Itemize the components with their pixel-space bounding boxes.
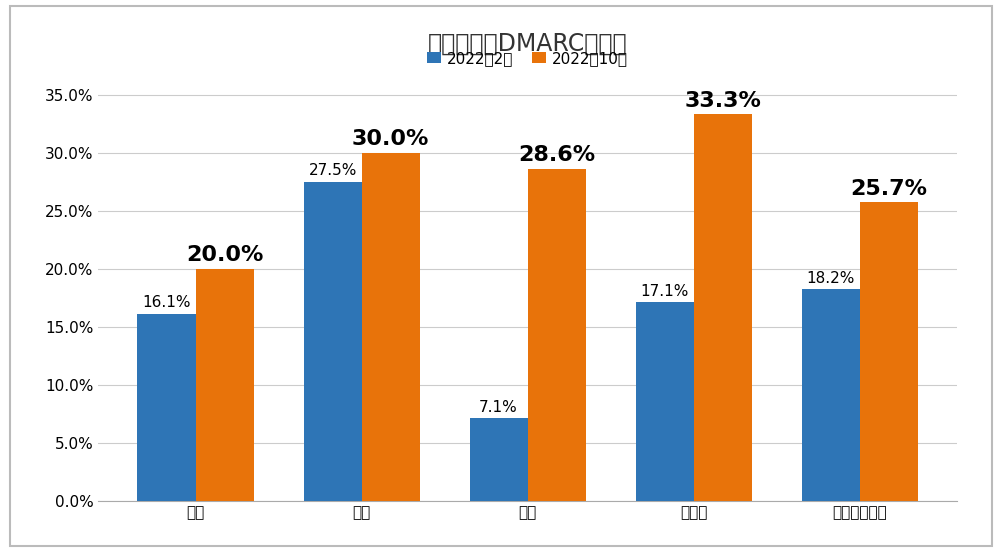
Text: 7.1%: 7.1%: [479, 400, 518, 415]
Bar: [470, 418, 528, 501]
Text: 27.5%: 27.5%: [309, 163, 357, 178]
Title: 金融機関のDMARC導入率: 金融機関のDMARC導入率: [428, 31, 627, 56]
Bar: [195, 269, 254, 501]
Text: 18.2%: 18.2%: [807, 271, 855, 286]
Text: 17.1%: 17.1%: [640, 284, 688, 299]
Bar: [362, 152, 420, 501]
Text: 20.0%: 20.0%: [186, 245, 264, 265]
Bar: [693, 114, 752, 501]
Bar: [304, 182, 362, 501]
Bar: [860, 203, 918, 501]
Text: 25.7%: 25.7%: [851, 179, 928, 199]
Legend: 2022年2月, 2022年10月: 2022年2月, 2022年10月: [422, 45, 634, 72]
Text: 28.6%: 28.6%: [518, 145, 595, 166]
Text: 16.1%: 16.1%: [142, 295, 190, 310]
Text: 33.3%: 33.3%: [684, 91, 762, 111]
Bar: [635, 302, 693, 501]
Bar: [528, 169, 586, 501]
Bar: [137, 314, 195, 501]
Bar: [802, 289, 860, 501]
Text: 30.0%: 30.0%: [352, 129, 430, 149]
